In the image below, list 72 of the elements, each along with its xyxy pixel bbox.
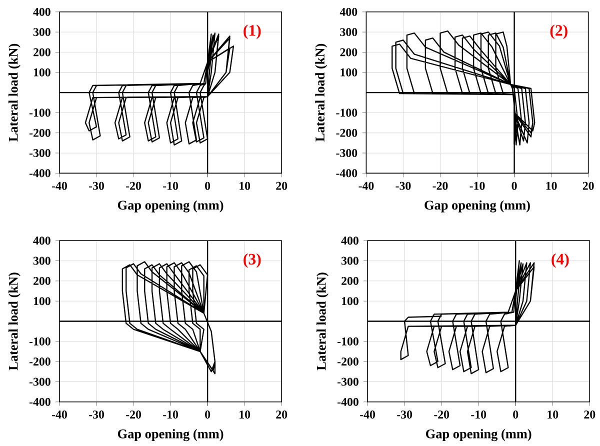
x-tick-label: -10 xyxy=(163,182,178,190)
y-tick-label: 300 xyxy=(342,256,358,266)
x-tick-label: 0 xyxy=(512,182,517,190)
annotation: (3) xyxy=(244,254,261,268)
y-axis-title: Lateral load (kN) xyxy=(8,272,20,370)
x-tick-label: -40 xyxy=(52,410,67,419)
y-tick-label: 100 xyxy=(34,297,50,306)
y-tick-label: -200 xyxy=(338,358,358,366)
y-tick-label: -400 xyxy=(338,398,358,406)
y-tick-label: -300 xyxy=(29,378,50,386)
y-tick-label: -400 xyxy=(336,169,358,178)
x-tick-label: 0 xyxy=(513,410,518,419)
y-axis-title: Lateral load (kN) xyxy=(315,44,328,142)
y-tick-label: -100 xyxy=(338,338,358,346)
y-tick-label: -200 xyxy=(29,358,50,366)
y-tick-label: 400 xyxy=(340,8,358,16)
x-tick-label: 20 xyxy=(276,410,288,419)
y-tick-label: -300 xyxy=(338,378,358,386)
y-tick-label: 200 xyxy=(342,277,358,286)
y-tick-label: -100 xyxy=(336,108,358,117)
x-tick-label: 20 xyxy=(584,410,596,419)
y-tick-label: 200 xyxy=(34,48,50,56)
y-tick-label: 200 xyxy=(34,277,50,286)
annotation: (2) xyxy=(550,24,568,40)
y-tick-label: -100 xyxy=(29,108,50,117)
y-tick-label: 400 xyxy=(33,8,50,16)
x-tick-label: 20 xyxy=(582,182,594,190)
annotation: (4) xyxy=(552,254,569,268)
y-tick-label: -300 xyxy=(29,149,50,158)
y-tick-label: -100 xyxy=(29,338,50,346)
x-tick-label: -30 xyxy=(89,182,104,190)
x-tick-label: 10 xyxy=(240,182,250,190)
y-tick-label: -200 xyxy=(29,129,50,138)
y-axis-title: Lateral load (kN) xyxy=(8,44,20,142)
x-tick-label: -20 xyxy=(434,410,450,419)
x-tick-label: -10 xyxy=(163,410,178,419)
y-tick-label: 300 xyxy=(340,28,358,36)
x-tick-label: -20 xyxy=(126,410,142,419)
y-tick-label: -400 xyxy=(29,169,50,178)
x-tick-label: -20 xyxy=(432,182,448,190)
x-tick-label: -40 xyxy=(360,410,376,419)
x-tick-label: -10 xyxy=(470,182,485,190)
y-tick-label: -200 xyxy=(336,129,358,138)
y-tick-label: 100 xyxy=(34,68,50,77)
y-tick-label: 100 xyxy=(342,297,358,306)
x-axis-title: Gap opening (mm) xyxy=(118,200,224,213)
y-tick-label: -400 xyxy=(29,398,50,406)
y-tick-label: 300 xyxy=(33,256,50,266)
y-tick-label: -300 xyxy=(336,149,358,158)
y-axis-title: Lateral load (kN) xyxy=(316,272,328,370)
x-tick-label: -40 xyxy=(358,182,374,190)
x-tick-label: 10 xyxy=(546,182,557,190)
x-tick-label: 0 xyxy=(205,182,210,190)
x-tick-label: -30 xyxy=(89,410,104,419)
y-tick-label: 400 xyxy=(341,236,358,245)
x-tick-label: -20 xyxy=(126,182,142,190)
y-tick-label: 100 xyxy=(340,68,358,77)
y-tick-label: 200 xyxy=(340,48,358,56)
x-tick-label: 20 xyxy=(276,182,288,190)
x-tick-label: -40 xyxy=(52,182,67,190)
x-tick-label: 10 xyxy=(240,410,250,419)
x-axis-title: Gap opening (mm) xyxy=(424,200,530,213)
x-tick-label: -30 xyxy=(397,410,412,419)
x-tick-label: -10 xyxy=(471,410,486,419)
x-tick-label: -30 xyxy=(396,182,411,190)
x-axis-title: Gap opening (mm) xyxy=(426,429,532,442)
y-tick-label: 300 xyxy=(33,28,50,36)
annotation: (1) xyxy=(244,24,261,40)
x-tick-label: 10 xyxy=(548,410,558,419)
y-tick-label: 400 xyxy=(33,236,50,245)
x-axis-title: Gap opening (mm) xyxy=(118,429,224,442)
x-tick-label: 0 xyxy=(205,410,210,419)
